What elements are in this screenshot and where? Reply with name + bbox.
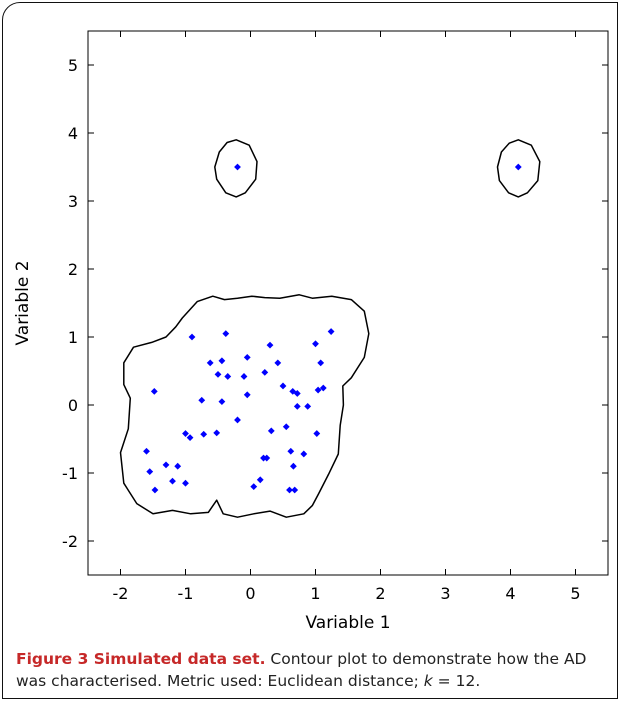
data-point xyxy=(182,430,189,437)
x-tick-label: 3 xyxy=(440,584,450,603)
data-point xyxy=(146,468,154,476)
data-point xyxy=(317,359,325,367)
x-axis-ticks: -2 -1 0 1 2 3 4 5 xyxy=(113,31,581,603)
data-point xyxy=(313,430,321,437)
data-point xyxy=(266,341,274,349)
y-tick-label: 2 xyxy=(68,260,78,279)
y-tick-label: -1 xyxy=(62,464,78,483)
y-tick-label: 5 xyxy=(68,56,78,75)
data-point xyxy=(162,461,170,469)
x-axis-label: Variable 1 xyxy=(305,613,390,633)
data-point xyxy=(240,373,248,380)
data-point xyxy=(174,462,182,470)
y-tick-label: -2 xyxy=(62,532,78,551)
data-point xyxy=(263,454,271,462)
y-tick-label: 3 xyxy=(68,192,78,211)
data-point xyxy=(293,390,301,397)
caption-text: Contour plot to demonstrate how the AD w… xyxy=(16,650,587,690)
data-point xyxy=(291,486,299,494)
data-point xyxy=(222,330,230,337)
x-tick-label: 4 xyxy=(505,584,515,603)
data-point xyxy=(214,371,222,378)
data-point xyxy=(312,340,319,348)
y-axis-ticks: -2 -1 0 1 2 3 4 5 xyxy=(62,56,608,551)
data-point xyxy=(234,416,241,424)
data-point xyxy=(304,402,312,410)
data-point xyxy=(213,429,221,437)
contour-1 xyxy=(496,139,541,198)
y-axis-label: Variable 2 xyxy=(13,260,33,345)
plot-area xyxy=(87,30,609,576)
data-point xyxy=(327,328,335,335)
data-point xyxy=(182,479,189,487)
x-tick-label: 5 xyxy=(570,584,580,603)
data-point xyxy=(293,402,301,410)
data-point xyxy=(150,388,158,395)
data-points xyxy=(143,163,522,494)
data-point xyxy=(224,373,232,380)
y-tick-label: 1 xyxy=(68,328,78,347)
x-tick-label: -2 xyxy=(113,584,129,603)
x-tick-label: 0 xyxy=(245,584,255,603)
data-point xyxy=(314,386,322,394)
data-point xyxy=(206,359,214,367)
data-point xyxy=(218,357,226,365)
data-point xyxy=(243,354,251,361)
caption-k-value: = 12. xyxy=(432,672,481,690)
y-tick-label: 0 xyxy=(68,396,78,415)
data-point xyxy=(200,430,208,438)
data-point xyxy=(267,427,275,435)
contour-0 xyxy=(214,139,258,198)
x-tick-label: -1 xyxy=(178,584,194,603)
y-tick-label: 4 xyxy=(68,124,78,143)
data-point xyxy=(319,384,327,392)
data-point xyxy=(169,477,176,485)
data-point xyxy=(256,476,264,484)
data-point xyxy=(243,391,251,399)
data-point xyxy=(286,486,293,494)
data-point xyxy=(300,450,308,458)
data-point xyxy=(234,163,241,171)
data-point xyxy=(274,359,282,367)
data-point xyxy=(287,447,295,455)
contour-2 xyxy=(119,294,370,518)
figure-caption: Figure 3 Simulated data set. Contour plo… xyxy=(16,648,612,692)
contour-lines xyxy=(119,139,541,518)
data-point xyxy=(250,483,258,490)
data-point xyxy=(279,382,287,390)
data-point xyxy=(290,462,297,470)
data-point xyxy=(188,333,196,341)
data-point xyxy=(282,423,290,431)
data-point xyxy=(186,434,194,442)
data-point xyxy=(261,368,269,376)
data-point xyxy=(143,447,150,455)
x-tick-label: 2 xyxy=(375,584,385,603)
caption-k-symbol: k xyxy=(423,672,433,690)
caption-title: Figure 3 Simulated data set. xyxy=(16,650,266,668)
data-point xyxy=(514,163,522,171)
data-point xyxy=(198,396,206,404)
x-tick-label: 1 xyxy=(310,584,320,603)
data-point xyxy=(218,398,226,405)
data-point xyxy=(151,486,159,494)
scatter-contour-chart: -2 -1 0 1 2 3 4 5 -2 -1 0 1 2 3 4 5 Variable 1 Variabl… xyxy=(13,30,609,633)
